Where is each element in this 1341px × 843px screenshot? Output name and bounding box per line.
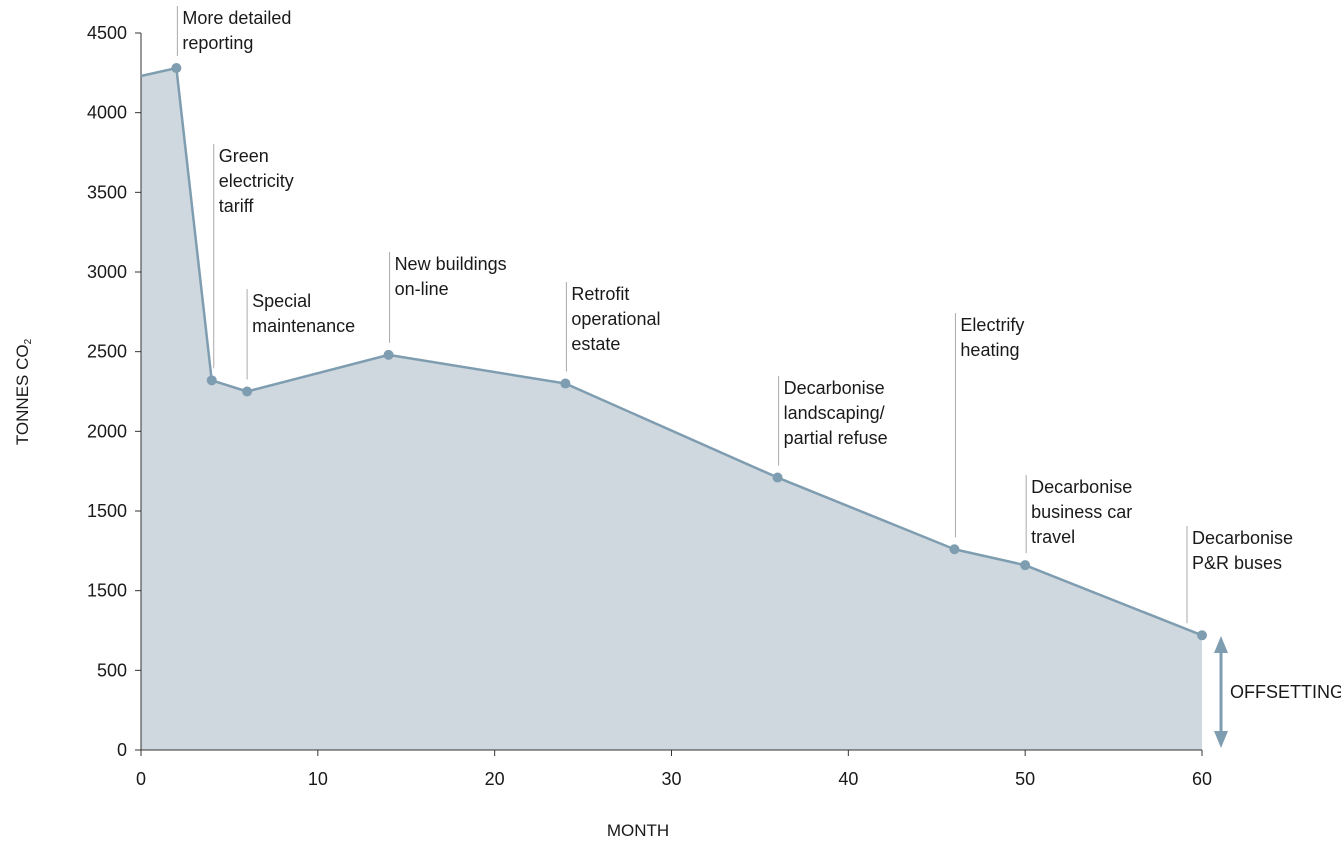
annotation-line: electricity: [219, 171, 294, 191]
y-tick-label: 4000: [87, 103, 127, 123]
y-tick-label: 3500: [87, 182, 127, 202]
y-tick-label: 500: [97, 660, 127, 680]
data-point: [171, 63, 182, 74]
y-tick-label: 1500: [87, 501, 127, 521]
data-point: [949, 544, 960, 555]
annotation-line: business car: [1031, 502, 1132, 522]
annotation-line: estate: [571, 334, 620, 354]
series-line-layer: [140, 66, 1203, 637]
data-point: [242, 386, 253, 397]
annotation-line: Special: [252, 291, 311, 311]
annotation-label: Retrofit operational estate: [571, 284, 660, 354]
annotation-label: Special maintenance: [252, 291, 355, 336]
data-point: [1020, 560, 1031, 571]
annotation-line: New buildings: [395, 254, 507, 274]
annotation-label: Green electricity tariff: [219, 146, 294, 216]
annotation-label: More detailed reporting: [182, 8, 291, 53]
annotation-leaders: [176, 6, 1188, 624]
annotation-line: More detailed: [182, 8, 291, 28]
area-layer: [141, 68, 1202, 750]
annotation-label: Decarbonise P&R buses: [1192, 528, 1293, 573]
x-tick-label: 50: [1015, 769, 1035, 789]
data-points: [171, 63, 1207, 641]
annotation-line: Green: [219, 146, 269, 166]
data-point: [772, 472, 783, 483]
x-tick-label: 0: [136, 769, 146, 789]
x-tick-label: 30: [661, 769, 681, 789]
data-point: [206, 375, 217, 386]
annotation-label: New buildings on-line: [395, 254, 507, 299]
series-line: [140, 66, 1203, 637]
offset-arrow-head-down: [1214, 731, 1228, 748]
y-tick-label: 3000: [87, 262, 127, 282]
annotation-line: travel: [1031, 527, 1075, 547]
annotation-line: on-line: [395, 279, 449, 299]
annotation-line: Decarbonise: [1192, 528, 1293, 548]
annotation-label: Decarbonise business car travel: [1031, 477, 1132, 547]
axes: 0 10 20 30 40 50 60 0 500 1500 1500 2000 2500 3000 350…: [87, 23, 1212, 789]
data-point: [1197, 630, 1207, 641]
annotation-line: landscaping/: [784, 403, 885, 423]
annotation-line: maintenance: [252, 316, 355, 336]
x-tick-label: 40: [838, 769, 858, 789]
offset-indicator: OFFSETTING: [1214, 636, 1341, 748]
annotation-label: Decarbonise landscaping/partial refuse: [784, 378, 888, 448]
x-tick-label: 60: [1192, 769, 1212, 789]
annotation-label: Electrify heating: [960, 315, 1024, 360]
area-fill: [141, 68, 1202, 750]
y-tick-label: 0: [117, 740, 127, 760]
annotation-line: Electrify: [960, 315, 1024, 335]
annotations: More detailed reporting Green electricity ta…: [182, 8, 1293, 573]
y-axis-title-subscript: 2: [23, 338, 34, 344]
annotation-line: operational: [571, 309, 660, 329]
annotation-line: tariff: [219, 196, 255, 216]
annotation-line: Decarbonise: [1031, 477, 1132, 497]
annotation-line: heating: [960, 340, 1019, 360]
offset-arrow-head-up: [1214, 636, 1228, 653]
data-point: [560, 378, 571, 389]
annotation-line: Decarbonise: [784, 378, 885, 398]
data-point: [383, 349, 394, 360]
annotation-line: reporting: [182, 33, 253, 53]
x-axis-title: MONTH: [607, 821, 669, 840]
y-tick-label: 1500: [87, 581, 127, 601]
y-tick-label: 2000: [87, 421, 127, 441]
annotation-line: P&R buses: [1192, 553, 1282, 573]
y-axis-title: TONNES CO2: [13, 338, 34, 445]
offset-label: OFFSETTING: [1230, 682, 1341, 702]
y-tick-label: 4500: [87, 23, 127, 43]
x-tick-label: 10: [308, 769, 328, 789]
annotation-line: Retrofit: [571, 284, 629, 304]
y-axis-title-main: TONNES CO: [13, 344, 32, 445]
x-tick-label: 20: [485, 769, 505, 789]
annotation-line: partial refuse: [784, 428, 888, 448]
y-tick-label: 2500: [87, 342, 127, 362]
